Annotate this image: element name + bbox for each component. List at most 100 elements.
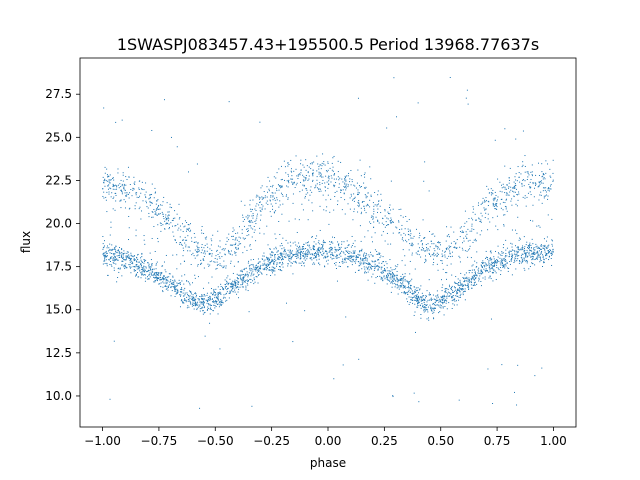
data-point bbox=[502, 265, 504, 267]
data-point bbox=[521, 260, 523, 262]
data-point bbox=[188, 229, 190, 231]
data-point bbox=[230, 283, 232, 285]
data-point bbox=[393, 278, 395, 280]
data-point bbox=[323, 163, 325, 165]
data-point bbox=[408, 283, 410, 285]
data-point bbox=[529, 191, 531, 193]
data-point bbox=[392, 273, 394, 275]
data-point bbox=[309, 194, 311, 196]
data-point bbox=[409, 229, 411, 231]
data-point bbox=[483, 268, 485, 270]
data-point bbox=[334, 191, 336, 193]
data-point bbox=[381, 266, 383, 268]
data-point bbox=[187, 229, 189, 231]
data-point bbox=[228, 101, 230, 103]
data-point bbox=[315, 251, 317, 253]
data-point bbox=[337, 241, 339, 243]
data-point bbox=[335, 257, 337, 259]
data-point bbox=[296, 255, 298, 257]
data-point bbox=[350, 257, 352, 259]
data-point bbox=[156, 206, 158, 208]
data-point bbox=[509, 191, 511, 193]
data-points-layer bbox=[102, 76, 554, 409]
data-point bbox=[185, 301, 187, 303]
data-point bbox=[436, 256, 438, 258]
data-point bbox=[290, 257, 292, 259]
data-point bbox=[212, 294, 214, 296]
data-point bbox=[441, 301, 443, 303]
data-point bbox=[210, 292, 212, 294]
data-point bbox=[182, 247, 184, 249]
data-point bbox=[255, 219, 257, 221]
data-point bbox=[232, 284, 234, 286]
data-point bbox=[298, 173, 300, 175]
data-point bbox=[114, 253, 116, 255]
data-point bbox=[138, 268, 140, 270]
data-point bbox=[113, 196, 115, 198]
data-point bbox=[307, 244, 309, 246]
data-point bbox=[123, 253, 125, 254]
data-point bbox=[408, 219, 410, 221]
data-point bbox=[237, 291, 239, 293]
data-point bbox=[168, 214, 170, 216]
data-point bbox=[117, 250, 119, 252]
data-point bbox=[501, 262, 503, 264]
data-point bbox=[336, 255, 338, 257]
data-point bbox=[385, 276, 387, 278]
data-point bbox=[198, 251, 200, 253]
data-point bbox=[370, 223, 372, 224]
data-point bbox=[367, 192, 369, 194]
data-point bbox=[411, 299, 413, 301]
data-point bbox=[231, 286, 233, 288]
data-point bbox=[256, 217, 258, 219]
data-point bbox=[314, 263, 316, 265]
data-point bbox=[392, 221, 394, 223]
data-point bbox=[226, 299, 228, 301]
data-point bbox=[202, 310, 204, 312]
data-point bbox=[476, 275, 478, 277]
data-point bbox=[276, 262, 278, 264]
data-point bbox=[463, 240, 465, 242]
data-point bbox=[323, 257, 325, 259]
data-point bbox=[169, 273, 171, 275]
data-point bbox=[237, 232, 239, 234]
data-point bbox=[266, 257, 268, 259]
data-point bbox=[367, 267, 368, 269]
data-point bbox=[390, 219, 392, 221]
data-point bbox=[202, 252, 204, 254]
data-point bbox=[273, 254, 275, 256]
data-point bbox=[105, 251, 107, 253]
data-point bbox=[344, 183, 346, 185]
data-point bbox=[482, 197, 484, 199]
data-point bbox=[223, 266, 225, 268]
data-point bbox=[466, 250, 468, 252]
data-point bbox=[257, 274, 259, 276]
data-point bbox=[311, 236, 313, 238]
data-point bbox=[495, 279, 497, 281]
data-point bbox=[543, 246, 545, 248]
data-point bbox=[171, 290, 173, 292]
data-point bbox=[191, 296, 193, 298]
data-point bbox=[390, 217, 392, 219]
data-point bbox=[307, 219, 309, 221]
data-point bbox=[174, 287, 176, 289]
data-point bbox=[363, 200, 365, 202]
data-point bbox=[220, 305, 222, 307]
data-point bbox=[181, 289, 183, 291]
data-point bbox=[260, 272, 262, 274]
data-point bbox=[530, 171, 532, 173]
data-point bbox=[310, 257, 312, 259]
data-point bbox=[191, 296, 193, 298]
data-point bbox=[489, 221, 491, 223]
data-point bbox=[124, 189, 126, 191]
data-point bbox=[377, 194, 379, 196]
data-point bbox=[452, 291, 454, 293]
data-point bbox=[448, 284, 450, 286]
data-point bbox=[250, 281, 252, 283]
data-point bbox=[127, 251, 129, 253]
data-point bbox=[249, 220, 251, 222]
data-point bbox=[477, 272, 479, 274]
data-point bbox=[459, 290, 461, 292]
data-point bbox=[524, 259, 526, 261]
data-point bbox=[371, 268, 373, 270]
